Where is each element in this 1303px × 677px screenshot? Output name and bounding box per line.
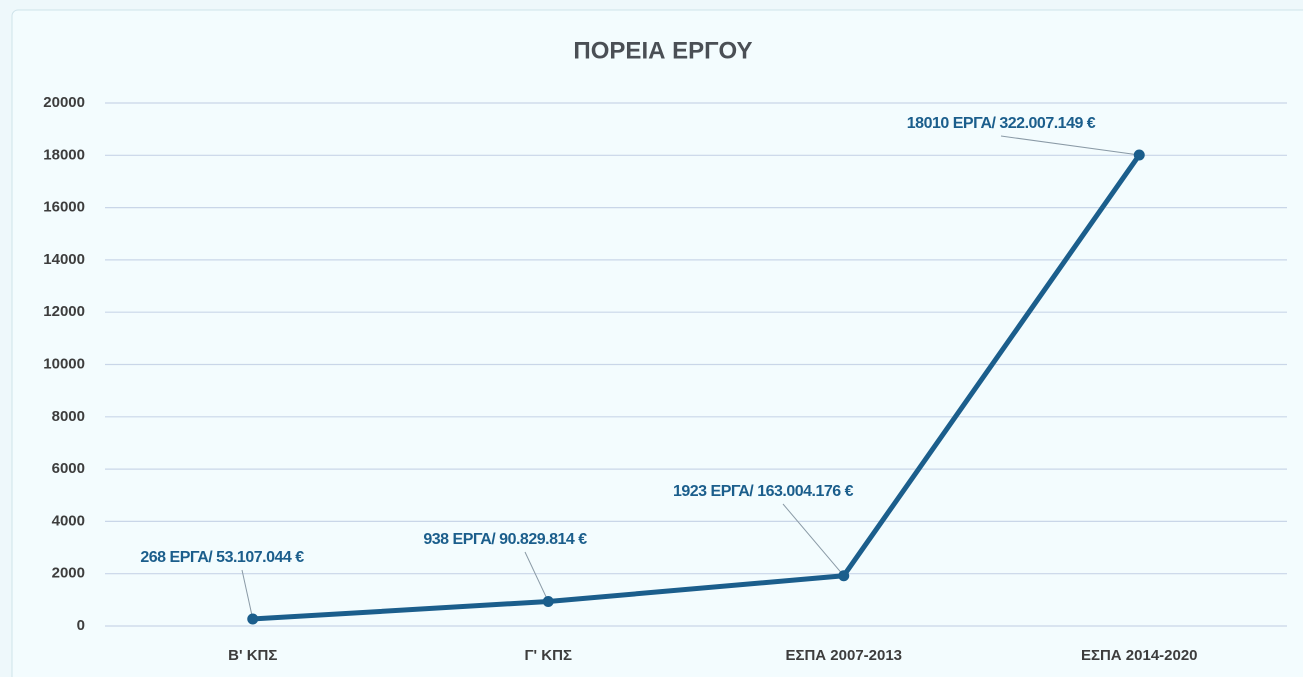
- y-tick-label: 16000: [43, 199, 85, 216]
- chart-title: ΠΟΡΕΙΑ ΕΡΓΟΥ: [573, 37, 752, 64]
- y-tick-label: 6000: [52, 460, 85, 477]
- value-label: 938 ΕΡΓΑ/ 90.829.814 €: [423, 531, 587, 548]
- leader-line: [524, 551, 549, 602]
- y-tick-label: 8000: [52, 408, 85, 425]
- chart-background: [11, 9, 1303, 677]
- y-tick-label: 10000: [43, 355, 85, 372]
- y-tick-label: 4000: [52, 512, 85, 529]
- marker: [838, 570, 850, 582]
- y-tick-label: 18000: [43, 146, 85, 163]
- marker: [247, 613, 259, 625]
- value-label: 18010 ΕΡΓΑ/ 322.007.149 €: [907, 115, 1096, 132]
- value-label: 268 ΕΡΓΑ/ 53.107.044 €: [140, 549, 304, 566]
- leader-line: [1000, 135, 1140, 156]
- x-tick-label: Β' ΚΠΣ: [228, 647, 277, 664]
- line: [252, 153, 1142, 622]
- y-tick-label: 12000: [43, 303, 85, 320]
- y-tick-label: 20000: [43, 94, 85, 111]
- x-tick-label: ΕΣΠΑ 2007-2013: [785, 647, 902, 664]
- leader-line: [782, 503, 845, 577]
- y-tick-label: 2000: [52, 565, 85, 582]
- value-label: 1923 ΕΡΓΑ/ 163.004.176 €: [673, 483, 854, 500]
- leader-line: [241, 569, 254, 620]
- marker: [542, 595, 554, 607]
- y-tick-label: 0: [77, 617, 85, 634]
- y-tick-label: 14000: [43, 251, 85, 268]
- x-tick-label: ΕΣΠΑ 2014-2020: [1081, 647, 1198, 664]
- x-tick-label: Γ' ΚΠΣ: [525, 647, 572, 664]
- marker: [1133, 149, 1145, 161]
